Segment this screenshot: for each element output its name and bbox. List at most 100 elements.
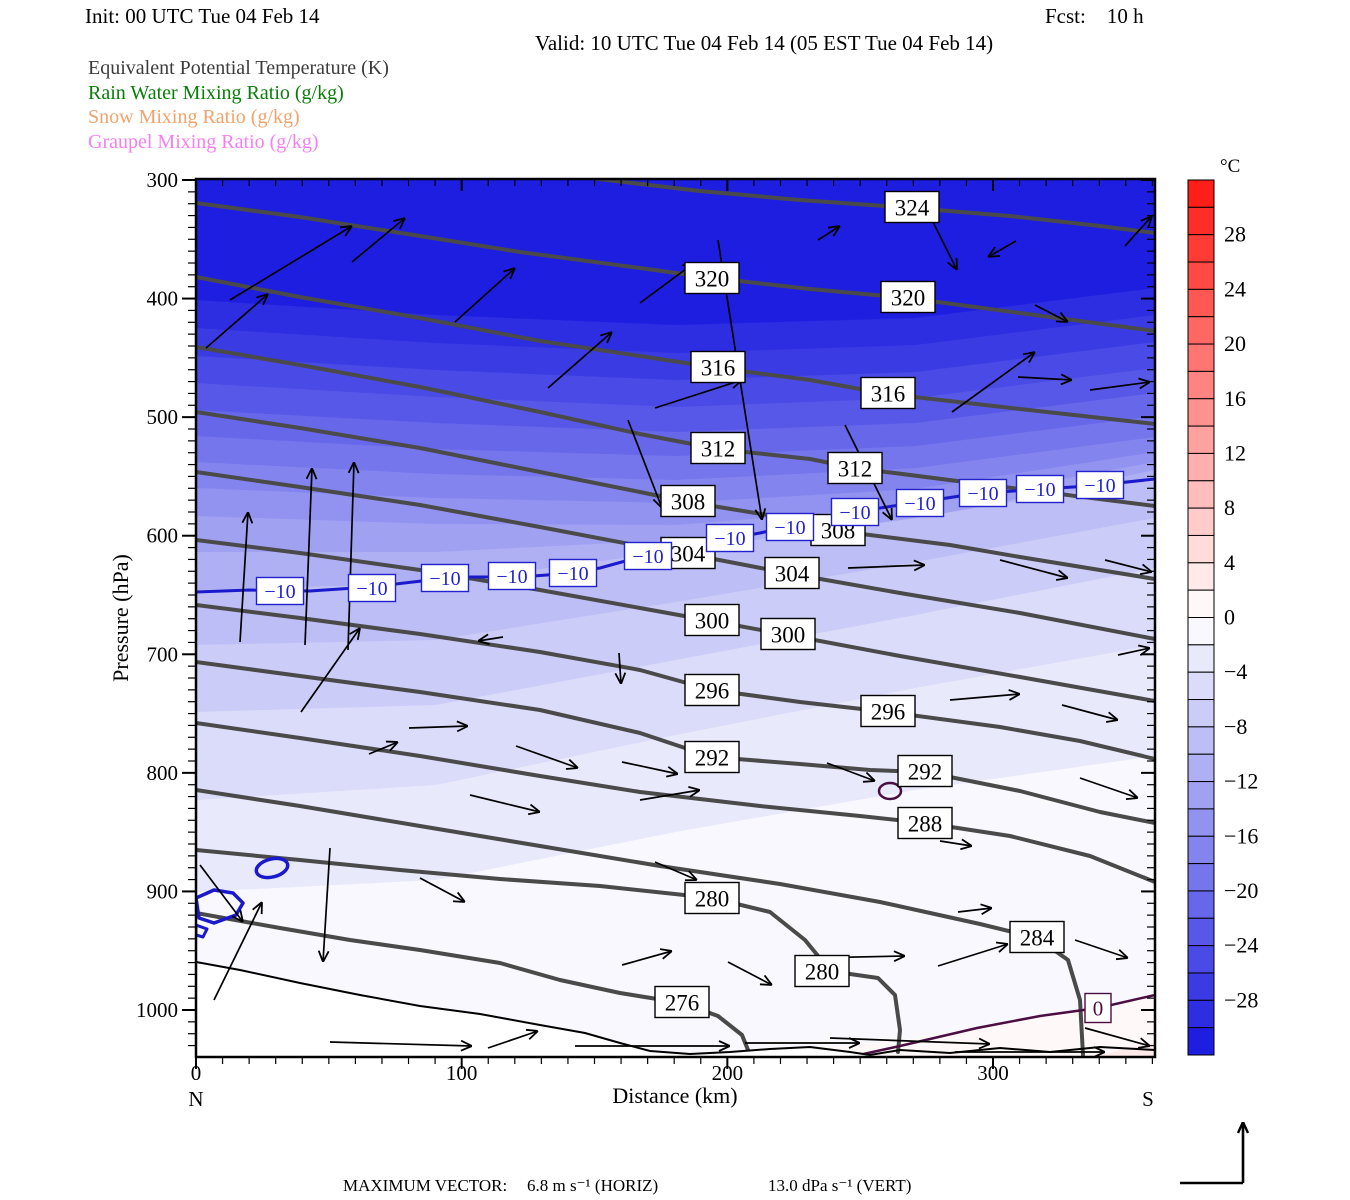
- wind-arrow: [1061, 704, 1118, 720]
- colorbar-cell: [1187, 343, 1215, 372]
- contour-label-box: [347, 573, 397, 603]
- contour-label-−10: −10: [830, 497, 880, 527]
- contour-label-box: [897, 806, 953, 840]
- colorbar-cell: [1187, 617, 1215, 646]
- wind-arrow: [1124, 216, 1152, 247]
- wind-arrow: [487, 1031, 538, 1049]
- theta-e-contour-284: [196, 788, 1085, 1057]
- colorbar-cell: [1187, 480, 1215, 509]
- y-tick-label: 400: [147, 287, 179, 311]
- contour-label-text: −10: [904, 493, 935, 515]
- wind-arrow: [515, 745, 578, 768]
- colorbar-cell: [1187, 863, 1215, 892]
- contour-label-text: −10: [967, 483, 998, 505]
- contour-label-text: −10: [429, 568, 460, 590]
- wind-arrow: [347, 462, 354, 651]
- contour-label-312: 312: [690, 431, 746, 465]
- contour-label-text: 292: [695, 745, 730, 770]
- terrain-line: [196, 961, 1155, 1057]
- wind-arrow: [229, 226, 352, 301]
- colorbar: [1187, 179, 1215, 1056]
- wind-arrow: [1074, 939, 1128, 958]
- colorbar-cell: [1187, 370, 1215, 400]
- max-vector-vert: 13.0 dPa s⁻¹ (VERT): [768, 1176, 912, 1195]
- contour-label-308: 308: [660, 484, 716, 518]
- wind-arrow: [351, 218, 405, 263]
- isotherm-minus10-closed-ellipse: [254, 856, 290, 880]
- contour-label-−10: −10: [347, 573, 397, 603]
- contour-label-box: [958, 478, 1008, 508]
- contour-label-box: [765, 512, 815, 542]
- contour-label-text: −10: [839, 502, 870, 524]
- colorbar-tick-label: −16: [1224, 823, 1258, 848]
- colorbar-cell: [1187, 507, 1215, 536]
- contour-label-box: [1009, 920, 1065, 954]
- fill-band-warmer-than-2: [1092, 1042, 1155, 1057]
- colorbar-cell: [1187, 726, 1215, 755]
- colorbar-tick-label: 12: [1224, 440, 1246, 465]
- valid-time-label: Valid: 10 UTC Tue 04 Feb 14 (05 EST Tue …: [535, 31, 994, 55]
- y-tick-label: 700: [147, 642, 179, 666]
- contour-label-−10: −10: [420, 563, 470, 593]
- contour-label-text: 280: [695, 886, 730, 911]
- colorbar-cell: [1187, 562, 1215, 591]
- theta-e-contour-292: [196, 660, 1155, 825]
- temperature-fill: [196, 179, 1155, 1057]
- wind-arrow: [988, 240, 1017, 257]
- isotherm-minus10-closed-blob: [196, 888, 245, 925]
- wind-arrow: [847, 565, 925, 568]
- contour-label-box: [684, 740, 740, 774]
- wind-arrow: [1017, 377, 1072, 380]
- y-axis-title: Pressure (hPa): [108, 554, 133, 682]
- contour-label-box: [830, 497, 880, 527]
- wind-arrow: [1117, 648, 1150, 655]
- contour-label-300: 300: [684, 603, 740, 637]
- contour-label-text: 296: [695, 678, 730, 703]
- contour-label-box: [660, 484, 716, 518]
- contour-label-box: [1015, 474, 1065, 504]
- legend-theta-e: Equivalent Potential Temperature (K): [88, 57, 389, 79]
- colorbar-cell: [1187, 972, 1215, 1001]
- contour-label-text: 316: [871, 381, 906, 406]
- contour-label-280: 280: [684, 881, 740, 915]
- colorbar-cell: [1187, 452, 1215, 482]
- contour-label-text: 284: [1020, 925, 1055, 950]
- wind-arrow: [1079, 777, 1138, 798]
- wind-arrow: [621, 951, 672, 966]
- wind-arrow: [937, 944, 1008, 967]
- x-tick-label: 100: [446, 1061, 478, 1085]
- contour-label-text: 296: [871, 699, 906, 724]
- contour-label-300: 300: [760, 617, 816, 651]
- colorbar-cell: [1187, 288, 1215, 318]
- contour-label-−10: −10: [548, 558, 598, 588]
- contour-label-box: [654, 985, 710, 1019]
- wind-arrow: [829, 1037, 990, 1044]
- contour-label-288: 288: [897, 806, 953, 840]
- contour-label-box: [548, 558, 598, 588]
- contour-label-box: [684, 673, 740, 707]
- colorbar-cell: [1187, 316, 1215, 345]
- y-tick-label: 300: [147, 168, 179, 192]
- colorbar-cell: [1187, 398, 1215, 427]
- colorbar-tick-label: 16: [1224, 386, 1246, 411]
- max-vector-reference-arrow: [1180, 1122, 1243, 1185]
- max-vector-horiz: 6.8 m s⁻¹ (HORIZ): [527, 1176, 659, 1195]
- y-tick-label: 500: [147, 405, 179, 429]
- forecast-hour-label: Fcst: 10 h: [1045, 4, 1144, 28]
- contour-label-box: [684, 261, 740, 295]
- contour-label-box: [623, 541, 673, 571]
- colorbar-cell: [1187, 917, 1215, 947]
- contour-label-box: [487, 561, 537, 591]
- contour-label-text: 312: [838, 456, 873, 481]
- contour-label-312: 312: [827, 451, 883, 485]
- colorbar-cell: [1187, 671, 1215, 701]
- theta-e-contour-316: [196, 275, 1155, 426]
- legend-graupel: Graupel Mixing Ratio (g/kg): [88, 131, 319, 153]
- contour-label-text: 288: [908, 811, 943, 836]
- colorbar-cell: [1187, 808, 1215, 837]
- contour-label-text: 304: [671, 541, 706, 566]
- contour-label-box: [690, 431, 746, 465]
- contour-label-box: [705, 523, 755, 553]
